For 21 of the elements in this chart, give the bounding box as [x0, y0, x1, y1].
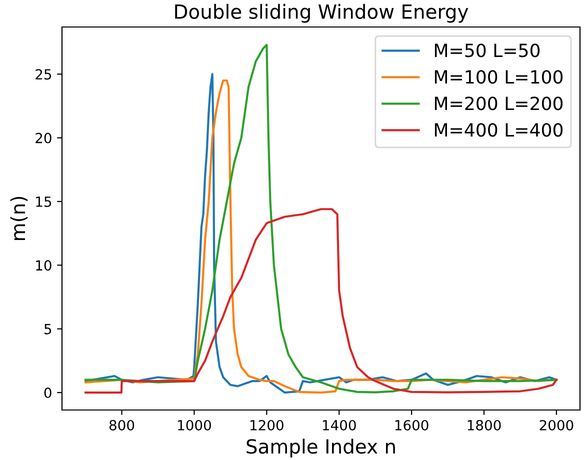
y-axis-title: m(n)	[10, 196, 28, 240]
x-tick-label: 1000	[178, 420, 211, 430]
x-tick-label: 1200	[250, 420, 284, 430]
legend-label: M=400 L=400	[434, 123, 563, 137]
y-tick-label: 20	[36, 132, 52, 144]
y-tick-label: 5	[44, 324, 52, 334]
line-series	[84, 208, 558, 394]
y-tick-label: 25	[36, 69, 52, 80]
y-tick-label: 0	[44, 388, 52, 398]
legend-label: M=200 L=200	[434, 96, 563, 110]
x-tick-label: 2000	[540, 420, 574, 430]
legend-label: M=100 L=100	[434, 70, 563, 84]
x-tick-label: 1800	[468, 420, 501, 430]
x-tick-label: 1400	[322, 420, 356, 430]
x-tick-label: 800	[109, 420, 134, 430]
chart-title: Double sliding Window Energy	[175, 4, 468, 23]
y-tick-label: 10	[36, 260, 52, 271]
x-axis-title: Sample Index n	[246, 438, 395, 458]
x-tick-label: 1600	[395, 420, 428, 430]
legend-label: M=50 L=50	[434, 44, 540, 58]
y-tick-label: 15	[36, 196, 52, 207]
